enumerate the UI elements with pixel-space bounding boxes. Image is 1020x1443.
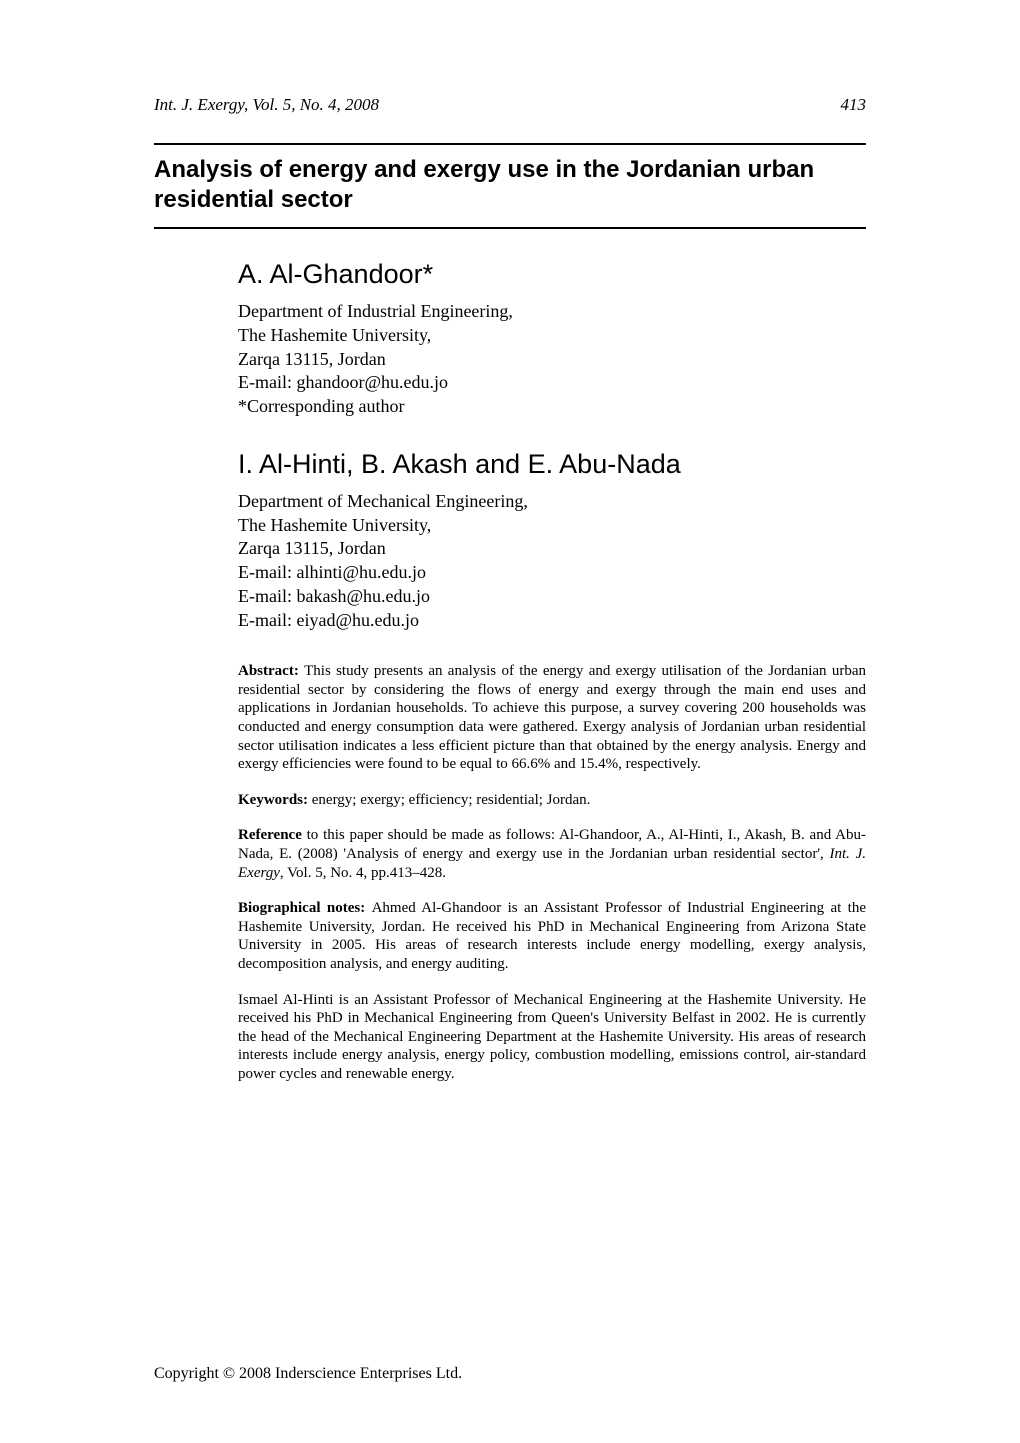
bio-label: Biographical notes: xyxy=(238,900,372,916)
affil-line: E-mail: ghandoor@hu.edu.jo xyxy=(238,371,866,395)
affil-line: Zarqa 13115, Jordan xyxy=(238,537,866,561)
keywords-label: Keywords: xyxy=(238,792,312,808)
journal-reference: Int. J. Exergy, Vol. 5, No. 4, 2008 xyxy=(154,95,379,115)
abstract-block: Abstract: This study presents an analysi… xyxy=(238,662,866,774)
paper-title: Analysis of energy and exergy use in the… xyxy=(154,155,866,215)
affiliation-block-2: Department of Mechanical Engineering, Th… xyxy=(238,490,866,633)
author-name-primary: A. Al-Ghandoor* xyxy=(238,259,866,290)
reference-label: Reference xyxy=(238,827,302,843)
affil-line: Department of Industrial Engineering, xyxy=(238,300,866,324)
page-number: 413 xyxy=(841,95,867,115)
affil-line: The Hashemite University, xyxy=(238,324,866,348)
affil-line: Department of Mechanical Engineering, xyxy=(238,490,866,514)
abstract-label: Abstract: xyxy=(238,663,304,679)
copyright-footer: Copyright © 2008 Inderscience Enterprise… xyxy=(154,1365,462,1383)
abstract-text: This study presents an analysis of the e… xyxy=(238,663,866,772)
title-block: Analysis of energy and exergy use in the… xyxy=(154,143,866,229)
affil-line: The Hashemite University, xyxy=(238,514,866,538)
affil-line: E-mail: bakash@hu.edu.jo xyxy=(238,585,866,609)
reference-block: Reference to this paper should be made a… xyxy=(238,826,866,882)
content-column: A. Al-Ghandoor* Department of Industrial… xyxy=(238,259,866,1084)
bio-block-2: Ismael Al-Hinti is an Assistant Professo… xyxy=(238,991,866,1084)
author-name-secondary: I. Al-Hinti, B. Akash and E. Abu-Nada xyxy=(238,449,866,480)
reference-text-a: to this paper should be made as follows:… xyxy=(238,827,866,862)
affil-line: Zarqa 13115, Jordan xyxy=(238,348,866,372)
keywords-text: energy; exergy; efficiency; residential;… xyxy=(312,792,591,808)
running-header: Int. J. Exergy, Vol. 5, No. 4, 2008 413 xyxy=(154,95,866,115)
bio-block-1: Biographical notes: Ahmed Al-Ghandoor is… xyxy=(238,899,866,973)
keywords-block: Keywords: energy; exergy; efficiency; re… xyxy=(238,791,866,810)
affiliation-block-1: Department of Industrial Engineering, Th… xyxy=(238,300,866,419)
corresponding-author-note: *Corresponding author xyxy=(238,395,866,419)
bio-para-2: Ismael Al-Hinti is an Assistant Professo… xyxy=(238,992,866,1082)
reference-text-b: , Vol. 5, No. 4, pp.413–428. xyxy=(280,865,446,881)
affil-line: E-mail: eiyad@hu.edu.jo xyxy=(238,609,866,633)
affil-line: E-mail: alhinti@hu.edu.jo xyxy=(238,561,866,585)
